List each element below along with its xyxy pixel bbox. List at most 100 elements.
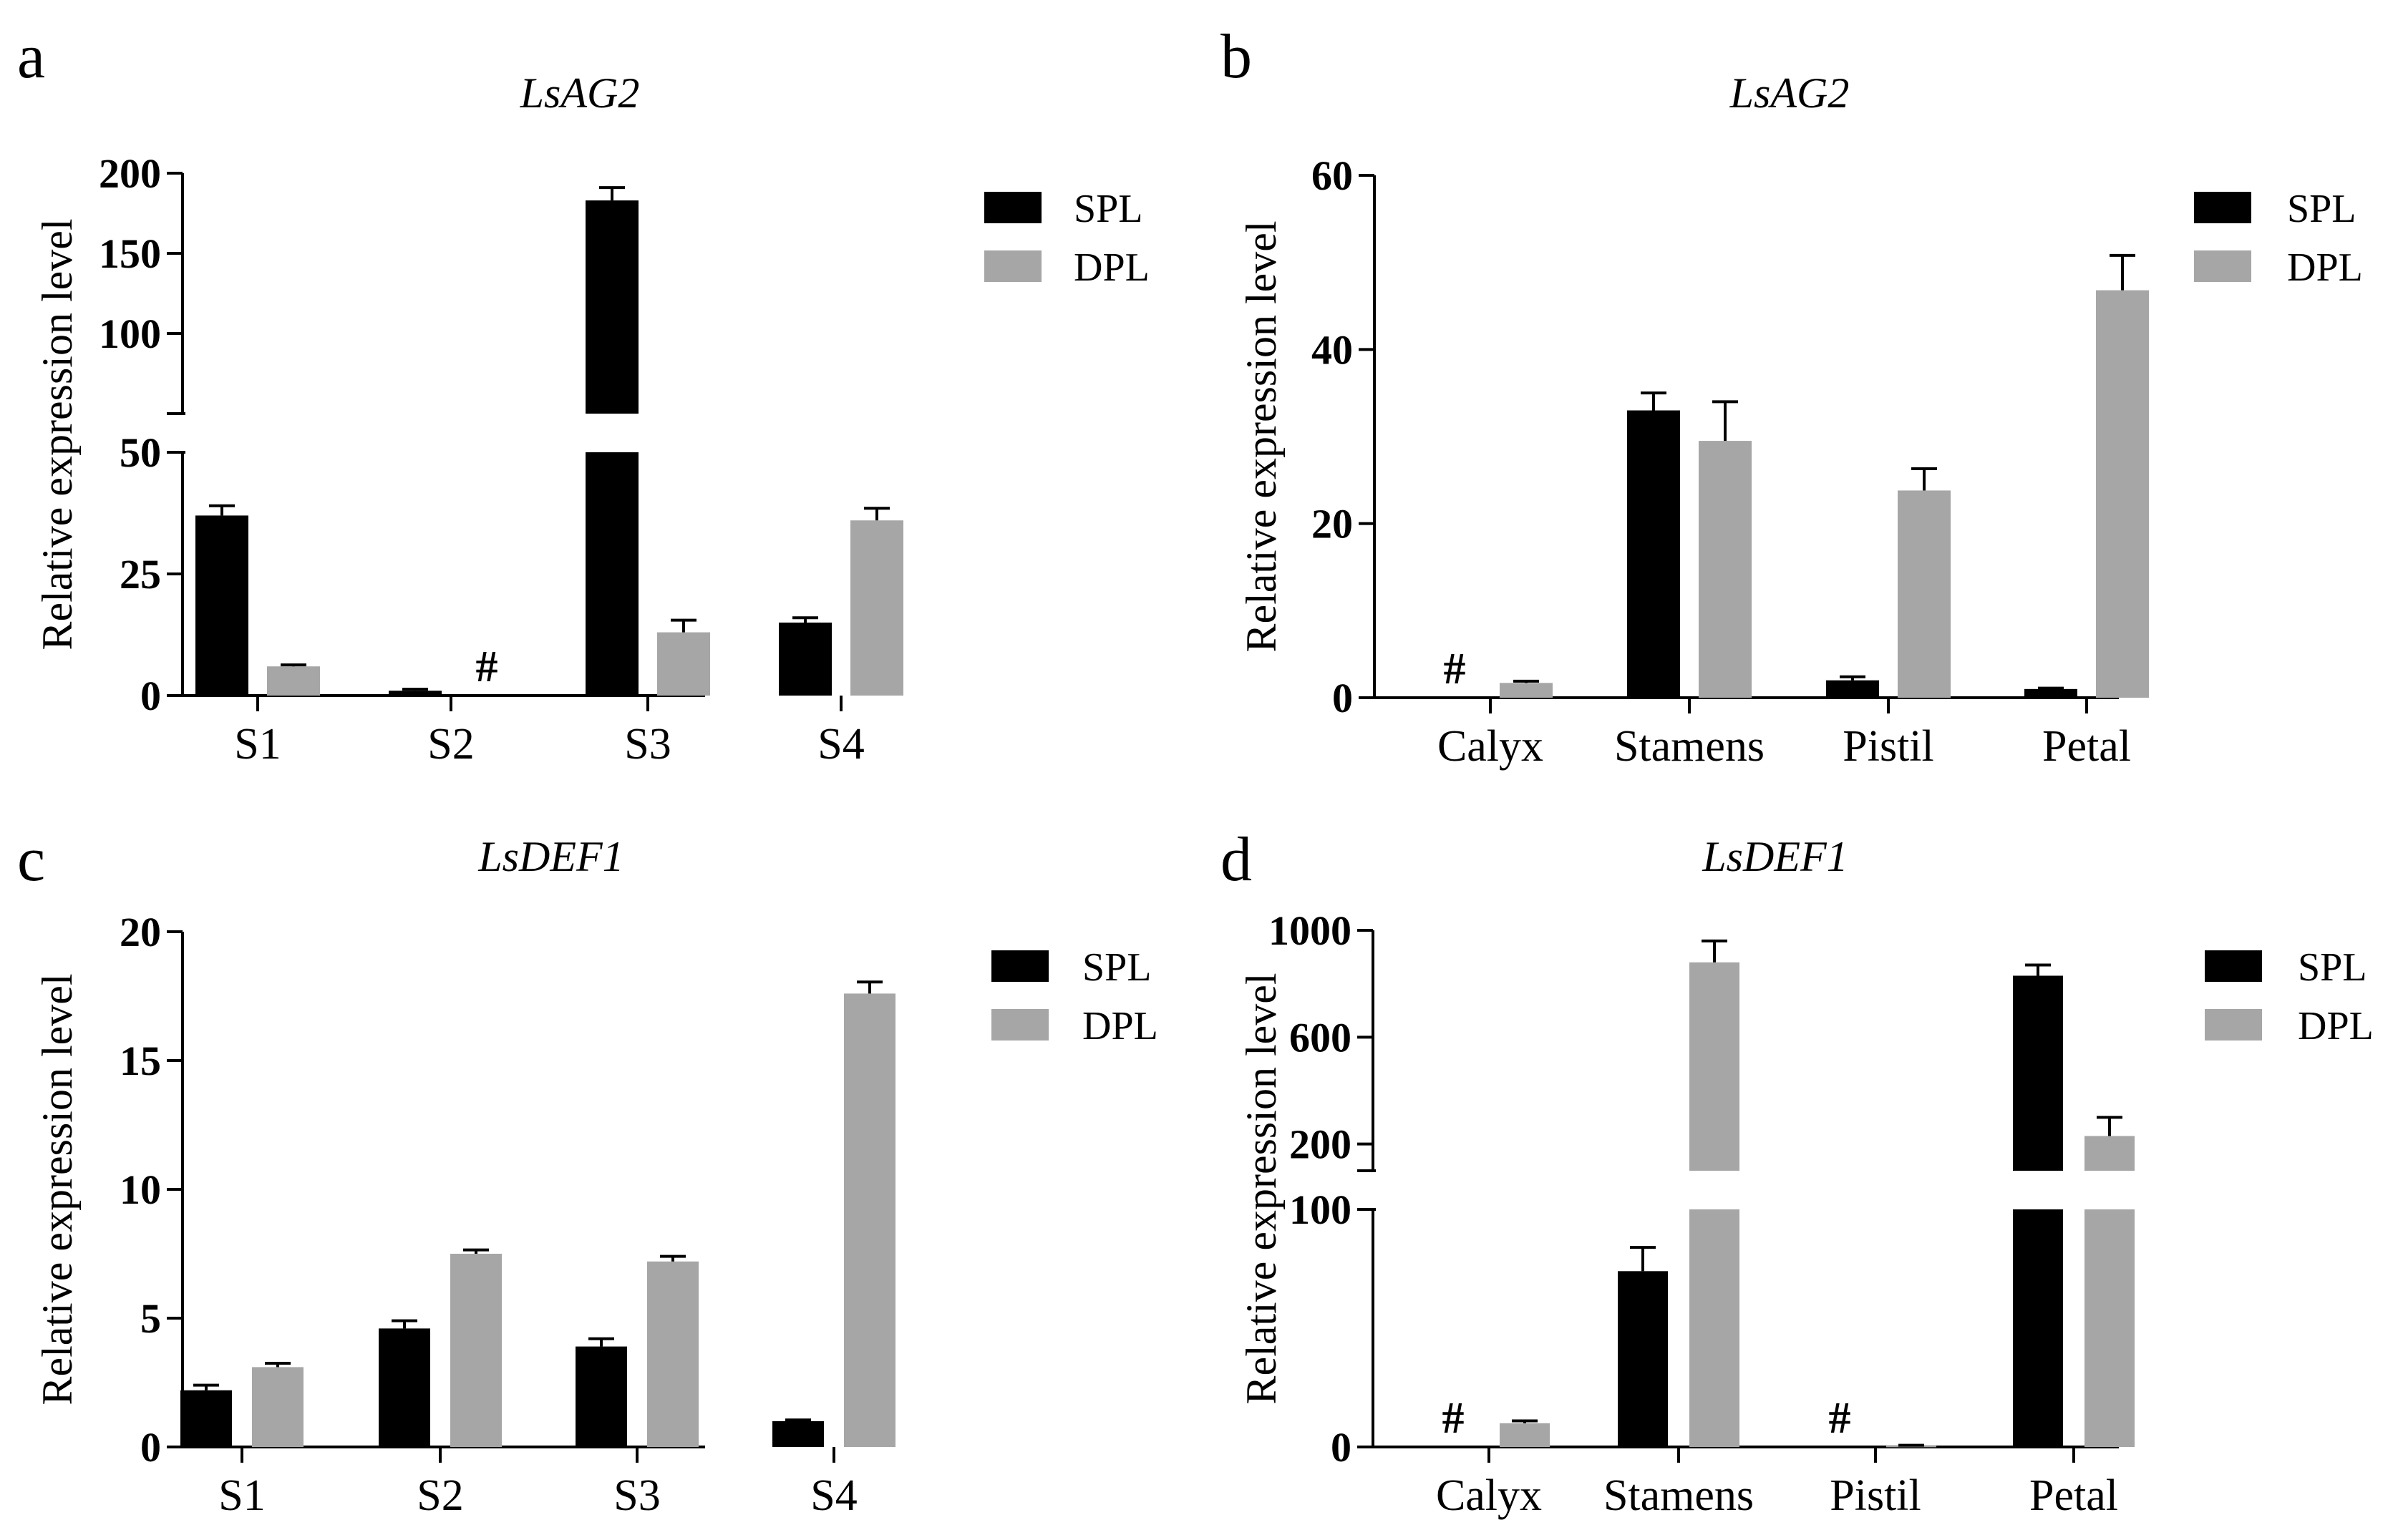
legend-swatch-dpl xyxy=(991,1009,1049,1041)
bar-spl-s2 xyxy=(379,1328,430,1447)
chart-title: LsAG2 xyxy=(1729,69,1850,117)
y-tick-label: 50 xyxy=(120,429,161,476)
bar-spl-pistil xyxy=(1826,680,1879,698)
bar-dpl-calyx xyxy=(1500,683,1553,698)
y-tick-label: 150 xyxy=(99,230,161,277)
legend-label-dpl: DPL xyxy=(1074,245,1150,290)
legend-swatch-spl xyxy=(2205,950,2262,982)
bar-dpl-s3 xyxy=(657,632,710,696)
not-detected-mark: # xyxy=(1444,645,1466,693)
x-tick-label: Stamens xyxy=(1614,722,1765,771)
bar-dpl-petal xyxy=(2084,1209,2135,1447)
x-tick-label: Calyx xyxy=(1437,722,1543,771)
panel-letter: b xyxy=(1220,22,1252,92)
y-axis-label: Relative expression level xyxy=(34,973,81,1405)
y-tick-label: 5 xyxy=(140,1295,161,1342)
legend-label-spl: SPL xyxy=(2287,187,2357,231)
y-axis-label: Relative expression level xyxy=(34,218,81,650)
bar-dpl-petal xyxy=(2096,290,2149,698)
x-tick-label: S3 xyxy=(613,1471,660,1520)
legend-label-dpl: DPL xyxy=(2287,245,2363,290)
y-tick-label: 50 xyxy=(120,429,161,476)
y-tick-label: 25 xyxy=(120,551,161,598)
bar-spl-petal xyxy=(2024,688,2077,698)
legend-label-dpl: DPL xyxy=(2298,1004,2374,1048)
y-tick-label: 600 xyxy=(1289,1014,1351,1061)
bar-spl-s3-upper xyxy=(586,200,639,414)
legend-label-dpl: DPL xyxy=(1082,1004,1158,1048)
x-tick-label: S2 xyxy=(417,1471,463,1520)
x-tick-label: S1 xyxy=(234,720,281,769)
bar-spl-s1 xyxy=(195,515,248,696)
bar-spl-stamens xyxy=(1627,410,1680,698)
y-tick-label: 1000 xyxy=(1268,907,1351,954)
y-tick-label: 100 xyxy=(1289,1186,1351,1233)
chart-panel-b: b LsAG2 Relative expression level 0 20 40 60 Ca… xyxy=(1220,22,2363,771)
bar-dpl-stamens-upper xyxy=(1689,962,1739,1171)
legend-swatch-dpl xyxy=(2205,1009,2262,1041)
y-tick-label: 15 xyxy=(120,1038,161,1084)
bar-dpl-stamens xyxy=(1689,1209,1739,1447)
x-tick-label: Pistil xyxy=(1830,1471,1921,1520)
y-tick-label: 0 xyxy=(140,1424,161,1471)
bar-dpl-stamens xyxy=(1699,441,1752,698)
legend-swatch-spl xyxy=(984,192,1042,223)
y-tick-label: 200 xyxy=(99,150,161,197)
bar-dpl-pistil xyxy=(1898,490,1951,698)
bar-dpl-s2 xyxy=(450,1254,502,1447)
bar-dpl-petal-upper xyxy=(2084,1136,2135,1171)
y-tick-label: 60 xyxy=(1311,152,1353,199)
bar-dpl-s1 xyxy=(267,666,320,696)
chart-title: LsDEF1 xyxy=(1702,833,1848,880)
chart-panel-c: c LsDEF1 Relative expression level 0 5 10 15 20… xyxy=(17,825,1158,1520)
bar-spl-petal xyxy=(2013,1209,2063,1447)
y-axis-label: Relative expression level xyxy=(1238,973,1285,1404)
x-tick-label: Stamens xyxy=(1603,1471,1754,1520)
panel-letter: a xyxy=(17,22,45,92)
legend-swatch-spl xyxy=(991,950,1049,982)
x-tick-label: S1 xyxy=(218,1471,265,1520)
legend-swatch-dpl xyxy=(984,250,1042,282)
y-tick-label: 0 xyxy=(1331,1424,1351,1471)
legend-label-spl: SPL xyxy=(2298,945,2367,990)
bar-spl-stamens xyxy=(1618,1271,1668,1447)
bar-dpl-s1 xyxy=(252,1367,304,1447)
not-detected-mark: # xyxy=(1829,1394,1851,1443)
bar-spl-s3 xyxy=(576,1346,627,1447)
bar-spl-s4 xyxy=(772,1421,824,1447)
bar-dpl-s4 xyxy=(850,520,903,696)
bar-dpl-calyx xyxy=(1500,1423,1550,1447)
chart-title: LsDEF1 xyxy=(477,833,623,880)
bar-spl-petal-upper xyxy=(2013,975,2063,1171)
x-tick-label: S4 xyxy=(817,720,864,769)
legend-label-spl: SPL xyxy=(1074,187,1143,231)
not-detected-mark: # xyxy=(1442,1394,1465,1443)
y-tick-label: 0 xyxy=(140,673,161,719)
x-tick-label: Calyx xyxy=(1436,1471,1542,1520)
bar-spl-s4 xyxy=(779,623,832,696)
bar-spl-s2 xyxy=(389,691,442,696)
x-tick-label: S3 xyxy=(624,720,671,769)
y-tick-label: 10 xyxy=(120,1166,161,1213)
bar-dpl-s3 xyxy=(647,1261,699,1447)
bar-spl-s1 xyxy=(180,1390,232,1447)
chart-title: LsAG2 xyxy=(520,69,640,117)
y-tick-label: 200 xyxy=(1289,1121,1351,1168)
bar-dpl-s4 xyxy=(844,993,896,1447)
y-tick-label: 20 xyxy=(1311,501,1353,547)
panel-letter: d xyxy=(1220,825,1252,895)
x-tick-label: S2 xyxy=(427,720,474,769)
y-tick-label: 20 xyxy=(120,909,161,955)
x-tick-label: Petal xyxy=(2042,722,2131,771)
y-tick-label: 100 xyxy=(99,311,161,357)
legend-swatch-spl xyxy=(2194,192,2251,223)
x-tick-label: S4 xyxy=(810,1471,857,1520)
bar-spl-s3 xyxy=(586,452,639,696)
legend-label-spl: SPL xyxy=(1082,945,1152,990)
y-tick-label: 40 xyxy=(1311,326,1353,373)
x-tick-label: Petal xyxy=(2029,1471,2118,1520)
legend-swatch-dpl xyxy=(2194,250,2251,282)
x-tick-label: Pistil xyxy=(1843,722,1934,771)
